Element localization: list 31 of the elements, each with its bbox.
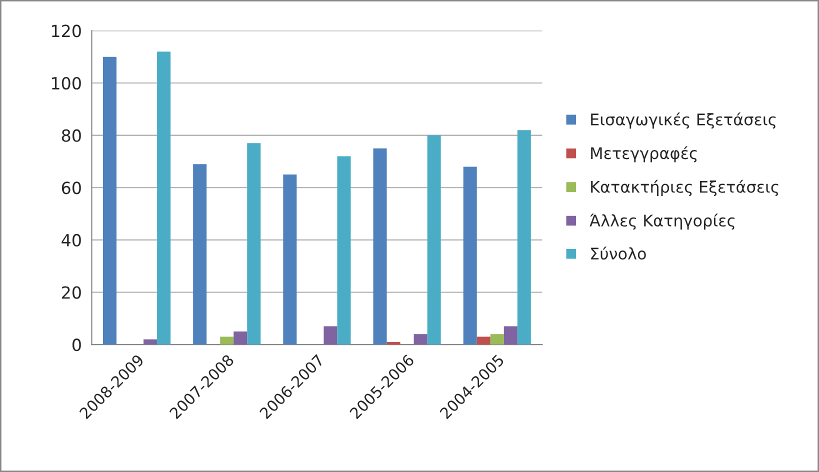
y-tick-label: 0 (72, 338, 81, 352)
bar (427, 135, 441, 345)
y-tick-label: 40 (62, 234, 81, 246)
bar (463, 166, 477, 345)
bar (490, 334, 504, 345)
bar (234, 331, 248, 345)
legend-label: Εισαγωγικές Εξετάσεις (591, 112, 776, 129)
y-tick-label: 100 (52, 76, 81, 90)
y-tick-label: 60 (62, 182, 81, 194)
bar (102, 56, 117, 345)
legend-label: Σύνολο (591, 246, 646, 260)
bar (144, 339, 158, 345)
bar (157, 52, 171, 345)
bar (517, 130, 531, 345)
bar (504, 326, 518, 345)
bar (220, 336, 234, 345)
y-tick-label: 80 (62, 129, 81, 142)
legend-label: Άλλες Κατηγορίες (590, 214, 735, 230)
bar (324, 326, 338, 345)
bar (414, 334, 428, 345)
bar (193, 164, 207, 345)
bar (337, 156, 351, 345)
legend-label: Μετεγγραφές (591, 146, 697, 162)
bar (476, 336, 490, 345)
bar (283, 174, 297, 345)
y-tick-label: 120 (52, 24, 81, 38)
bar (373, 148, 387, 345)
bar (247, 143, 261, 345)
bar (386, 342, 400, 345)
y-tick-label: 20 (62, 286, 81, 299)
legend-label: Κατακτήριες Εξετάσεις (591, 180, 778, 196)
